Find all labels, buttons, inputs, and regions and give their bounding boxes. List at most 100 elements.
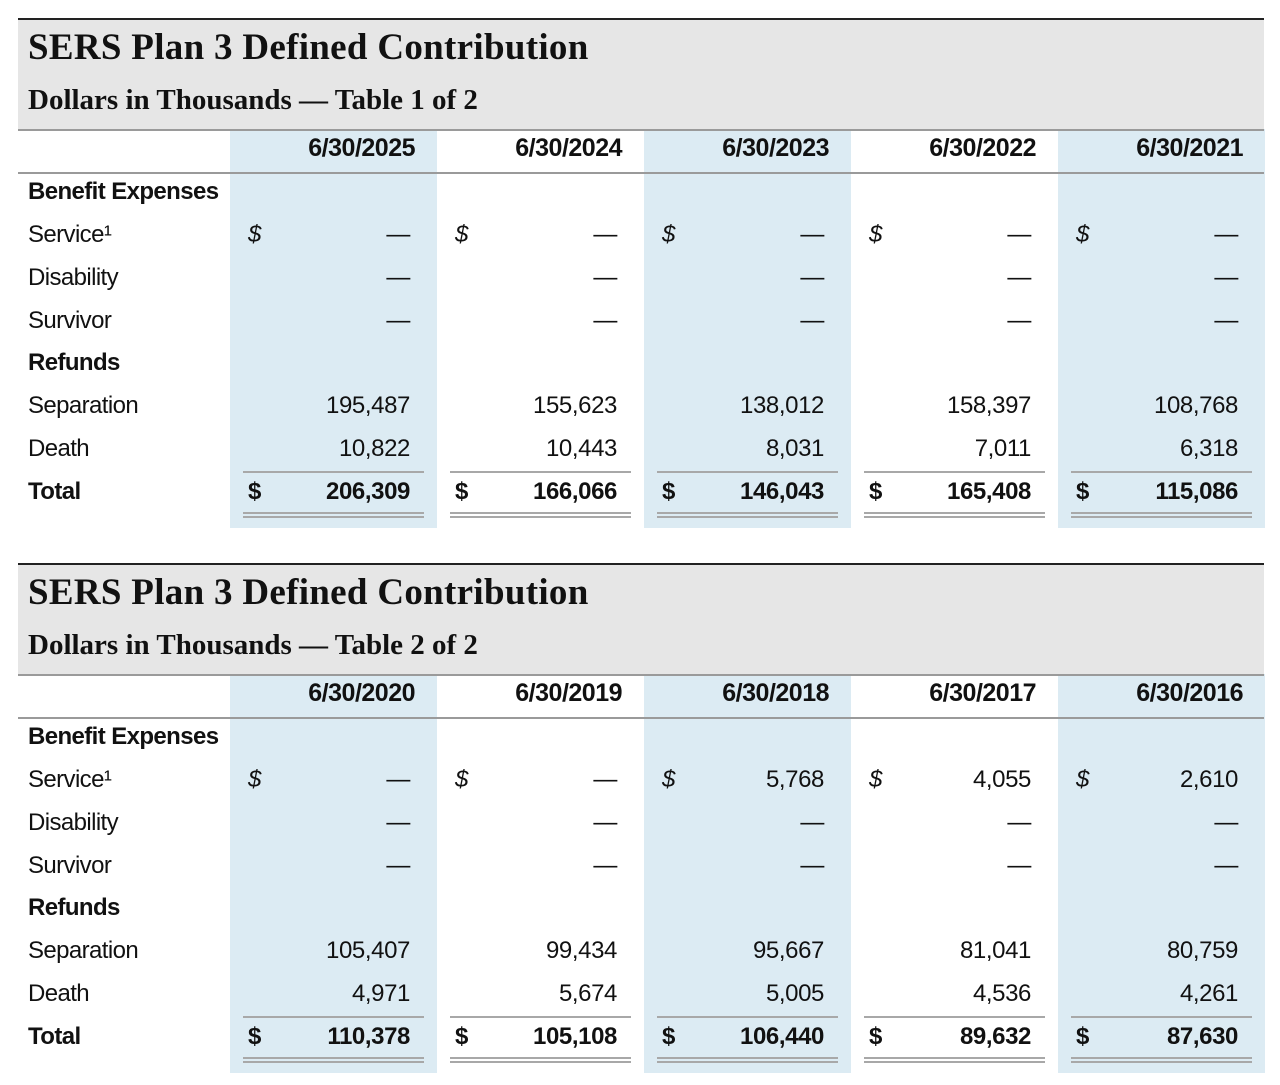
header-divider <box>18 674 1264 676</box>
cell-total: 115,086 <box>1155 478 1238 505</box>
cell-death: 8,031 <box>765 435 824 462</box>
row-label-separation: Separation <box>28 937 139 964</box>
cell-survivor: — <box>1214 852 1238 879</box>
cell-service: 4,055 <box>972 766 1031 793</box>
cell-service: — <box>593 221 617 248</box>
cell-disability: — <box>1214 809 1238 836</box>
currency-symbol: $ <box>455 478 469 505</box>
cell-separation: 80,759 <box>1166 937 1238 964</box>
cell-death: 6,318 <box>1179 435 1238 462</box>
subtotal-rule <box>1071 1016 1252 1018</box>
table-title: SERS Plan 3 Defined Contribution <box>28 27 589 68</box>
currency-symbol: $ <box>869 221 883 248</box>
row-label-survivor: Survivor <box>28 852 112 879</box>
total-double-rule <box>1071 1057 1252 1063</box>
table-header: SERS Plan 3 Defined Contribution Dollars … <box>18 18 1264 129</box>
cell-separation: 138,012 <box>740 392 824 419</box>
column-date-header: 6/30/2021 <box>1136 134 1243 162</box>
header-divider <box>18 717 1264 719</box>
currency-symbol: $ <box>248 478 262 505</box>
cell-separation: 158,397 <box>947 392 1031 419</box>
cell-disability: — <box>800 264 824 291</box>
cell-service: — <box>386 766 410 793</box>
cell-death: 4,261 <box>1179 980 1238 1007</box>
row-label-separation: Separation <box>28 392 139 419</box>
column-date-header: 6/30/2022 <box>929 134 1036 162</box>
cell-total: 89,632 <box>959 1023 1031 1050</box>
column-date-header: 6/30/2018 <box>722 679 829 707</box>
financial-table: SERS Plan 3 Defined Contribution Dollars … <box>18 563 1265 1073</box>
column-date-header: 6/30/2024 <box>515 134 622 162</box>
row-label-death: Death <box>28 435 90 462</box>
total-double-rule <box>450 1057 631 1063</box>
cell-death: 4,536 <box>972 980 1031 1007</box>
currency-symbol: $ <box>1076 478 1090 505</box>
cell-service: — <box>593 766 617 793</box>
cell-survivor: — <box>800 852 824 879</box>
column-date-header: 6/30/2023 <box>722 134 829 162</box>
cell-death: 5,005 <box>765 980 824 1007</box>
row-label-disability: Disability <box>28 809 119 836</box>
total-double-rule <box>1071 512 1252 518</box>
cell-separation: 195,487 <box>326 392 410 419</box>
row-label-total: Total <box>28 478 81 505</box>
currency-symbol: $ <box>1076 766 1090 793</box>
cell-total: 146,043 <box>740 478 824 505</box>
column-shading <box>1058 129 1265 528</box>
currency-symbol: $ <box>869 1023 883 1050</box>
cell-survivor: — <box>1214 307 1238 334</box>
cell-disability: — <box>593 809 617 836</box>
cell-disability: — <box>386 809 410 836</box>
subtotal-rule <box>1071 471 1252 473</box>
total-double-rule <box>864 1057 1045 1063</box>
cell-total: 110,378 <box>327 1023 410 1050</box>
currency-symbol: $ <box>662 478 676 505</box>
currency-symbol: $ <box>248 221 262 248</box>
cell-separation: 155,623 <box>533 392 617 419</box>
cell-separation: 81,041 <box>959 937 1031 964</box>
row-label-disability: Disability <box>28 264 119 291</box>
subtotal-rule <box>450 471 631 473</box>
cell-service: — <box>1007 221 1031 248</box>
cell-service: — <box>386 221 410 248</box>
cell-death: 5,674 <box>558 980 617 1007</box>
currency-symbol: $ <box>662 1023 676 1050</box>
cell-disability: — <box>386 264 410 291</box>
cell-disability: — <box>593 264 617 291</box>
header-divider <box>18 129 1264 131</box>
row-label-death: Death <box>28 980 90 1007</box>
cell-death: 4,971 <box>351 980 410 1007</box>
cell-separation: 99,434 <box>545 937 617 964</box>
cell-survivor: — <box>386 852 410 879</box>
subtotal-rule <box>243 1016 424 1018</box>
cell-death: 10,822 <box>338 435 410 462</box>
total-double-rule <box>450 512 631 518</box>
subtotal-rule <box>450 1016 631 1018</box>
cell-death: 10,443 <box>545 435 617 462</box>
total-double-rule <box>243 1057 424 1063</box>
cell-disability: — <box>1007 809 1031 836</box>
cell-disability: — <box>1007 264 1031 291</box>
column-date-header: 6/30/2016 <box>1136 679 1243 707</box>
column-shading <box>230 129 437 528</box>
financial-table: SERS Plan 3 Defined Contribution Dollars … <box>18 18 1265 528</box>
cell-separation: 105,407 <box>326 937 410 964</box>
currency-symbol: $ <box>869 478 883 505</box>
cell-total: 105,108 <box>533 1023 617 1050</box>
column-shading <box>644 129 851 528</box>
cell-total: 206,309 <box>326 478 410 505</box>
row-label-service: Service¹ <box>28 766 112 793</box>
currency-symbol: $ <box>248 1023 262 1050</box>
cell-survivor: — <box>1007 307 1031 334</box>
currency-symbol: $ <box>455 1023 469 1050</box>
row-label-benefit-expenses: Benefit Expenses <box>28 723 219 750</box>
currency-symbol: $ <box>248 766 262 793</box>
currency-symbol: $ <box>869 766 883 793</box>
cell-total: 165,408 <box>947 478 1031 505</box>
currency-symbol: $ <box>662 766 676 793</box>
table-title: SERS Plan 3 Defined Contribution <box>28 572 589 613</box>
subtotal-rule <box>864 471 1045 473</box>
table-subtitle: Dollars in Thousands — Table 2 of 2 <box>28 629 478 661</box>
cell-service: — <box>800 221 824 248</box>
currency-symbol: $ <box>662 221 676 248</box>
